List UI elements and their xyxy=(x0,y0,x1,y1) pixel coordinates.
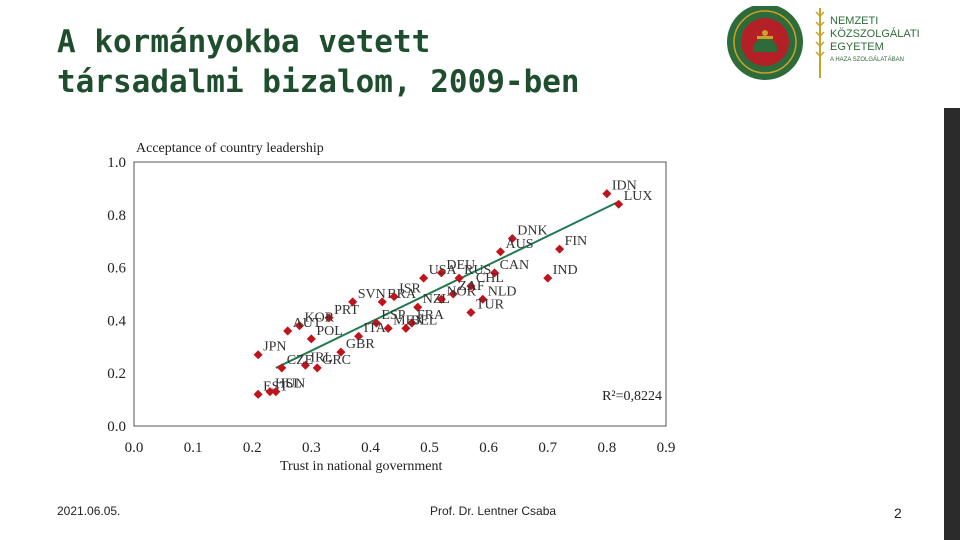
data-point-usa xyxy=(419,273,429,283)
x-tick-label: 0.9 xyxy=(657,440,676,456)
point-label-aus: AUS xyxy=(505,237,533,252)
y-tick-label: 0.6 xyxy=(107,261,126,277)
point-label-mex: MEX xyxy=(393,313,424,328)
point-label-nor: NOR xyxy=(446,284,476,299)
point-label-isl: ISL xyxy=(281,377,302,392)
point-label-svn: SVN xyxy=(358,287,386,302)
point-label-ita: ITA xyxy=(364,321,387,336)
data-point-isl xyxy=(271,387,281,397)
x-tick-label: 0.7 xyxy=(538,440,557,456)
side-accent-bar xyxy=(944,108,960,540)
data-point-cze xyxy=(277,363,287,373)
point-label-grc: GRC xyxy=(322,353,351,368)
data-point-idn xyxy=(602,189,612,199)
slide-title: A kormányokba vetett társadalmi bizalom,… xyxy=(57,22,580,102)
x-tick-label: 0.6 xyxy=(479,440,498,456)
footer-author: Prof. Dr. Lentner Csaba xyxy=(430,504,557,518)
logo-text-line-4: A HAZA SZOLGÁLATÁBAN xyxy=(830,56,904,63)
point-label-lux: LUX xyxy=(624,189,653,204)
point-label-esp: ESP xyxy=(381,308,405,323)
data-point-est xyxy=(253,389,263,399)
point-label-kor: KOR xyxy=(305,311,335,326)
point-label-ind: IND xyxy=(553,263,578,278)
y-tick-label: 0.0 xyxy=(107,419,126,435)
data-point-dnk xyxy=(507,234,517,244)
point-label-hun: HUN xyxy=(275,377,305,392)
x-tick-label: 0.1 xyxy=(184,440,203,456)
point-label-gbr: GBR xyxy=(346,337,375,352)
university-logo: NEMZETI KÖZSZOLGÁLATI EGYETEM A HAZA SZO… xyxy=(727,6,920,80)
slide-title-line-2: társadalmi bizalom, 2009-ben xyxy=(57,64,580,100)
r-squared-annotation: R²=0,8224 xyxy=(602,389,662,404)
data-point-jpn xyxy=(253,350,263,360)
point-label-isr: ISR xyxy=(399,282,421,297)
footer-date: 2021.06.05. xyxy=(57,504,121,518)
point-label-prt: PRT xyxy=(334,303,359,318)
logo-text-line-3: EGYETEM xyxy=(830,41,884,53)
point-label-chl: CHL xyxy=(476,271,504,286)
x-tick-label: 0.8 xyxy=(598,440,617,456)
point-label-fra: FRA xyxy=(417,308,445,323)
data-point-fin xyxy=(555,244,565,254)
y-tick-label: 0.4 xyxy=(107,313,126,329)
trend-line xyxy=(275,200,620,369)
point-label-can: CAN xyxy=(500,258,530,273)
point-label-cze: CZE xyxy=(287,353,313,368)
x-tick-label: 0.5 xyxy=(420,440,439,456)
seal-emblem xyxy=(727,6,803,80)
point-label-pol: POL xyxy=(316,324,342,339)
data-point-rus xyxy=(454,273,464,283)
x-tick-label: 0.4 xyxy=(361,440,380,456)
point-label-jpn: JPN xyxy=(263,340,286,355)
x-tick-label: 0.3 xyxy=(302,440,321,456)
x-tick-label: 0.2 xyxy=(243,440,262,456)
point-label-tur: TUR xyxy=(476,297,505,312)
point-label-nzl: NZL xyxy=(423,292,450,307)
wheat-divider-icon xyxy=(815,8,825,78)
plot-frame xyxy=(133,161,667,427)
y-tick-label: 1.0 xyxy=(107,155,126,171)
data-point-nor xyxy=(436,294,446,304)
data-point-pol xyxy=(306,334,316,344)
point-label-zaf: ZAF xyxy=(458,279,485,294)
point-label-irl: IRL xyxy=(310,350,333,365)
x-axis-label: Trust in national government xyxy=(280,459,443,474)
point-label-fin: FIN xyxy=(565,234,588,249)
y-tick-label: 0.8 xyxy=(107,208,126,224)
point-label-idn: IDN xyxy=(612,179,637,194)
y-tick-label: 0.2 xyxy=(107,366,126,382)
page-number: 2 xyxy=(894,505,902,521)
scatter-chart: Acceptance of country leadership Trust in… xyxy=(107,141,676,474)
data-point-ind xyxy=(543,273,553,283)
y-axis-label: Acceptance of country leadership xyxy=(136,141,324,156)
point-label-bel: BEL xyxy=(411,313,437,328)
point-label-usa: USA xyxy=(429,263,458,278)
point-label-nld: NLD xyxy=(488,284,517,299)
data-point-nld xyxy=(478,294,488,304)
data-point-lux xyxy=(614,199,624,209)
data-point-aut xyxy=(283,326,293,336)
data-point-zaf xyxy=(448,289,458,299)
point-label-aut: AUT xyxy=(293,316,322,331)
data-point-tur xyxy=(466,307,476,318)
x-tick-label: 0.0 xyxy=(125,440,144,456)
slide-title-line-1: A kormányokba vetett xyxy=(57,24,431,60)
logo-text-line-2: KÖZSZOLGÁLATI xyxy=(830,27,920,40)
point-label-deu: DEU xyxy=(446,258,475,273)
point-label-rus: RUS xyxy=(464,263,491,278)
logo-text-line-1: NEMZETI xyxy=(830,15,878,27)
data-point-prt xyxy=(324,313,334,323)
data-point-aus xyxy=(495,247,506,257)
point-label-dnk: DNK xyxy=(517,224,547,239)
